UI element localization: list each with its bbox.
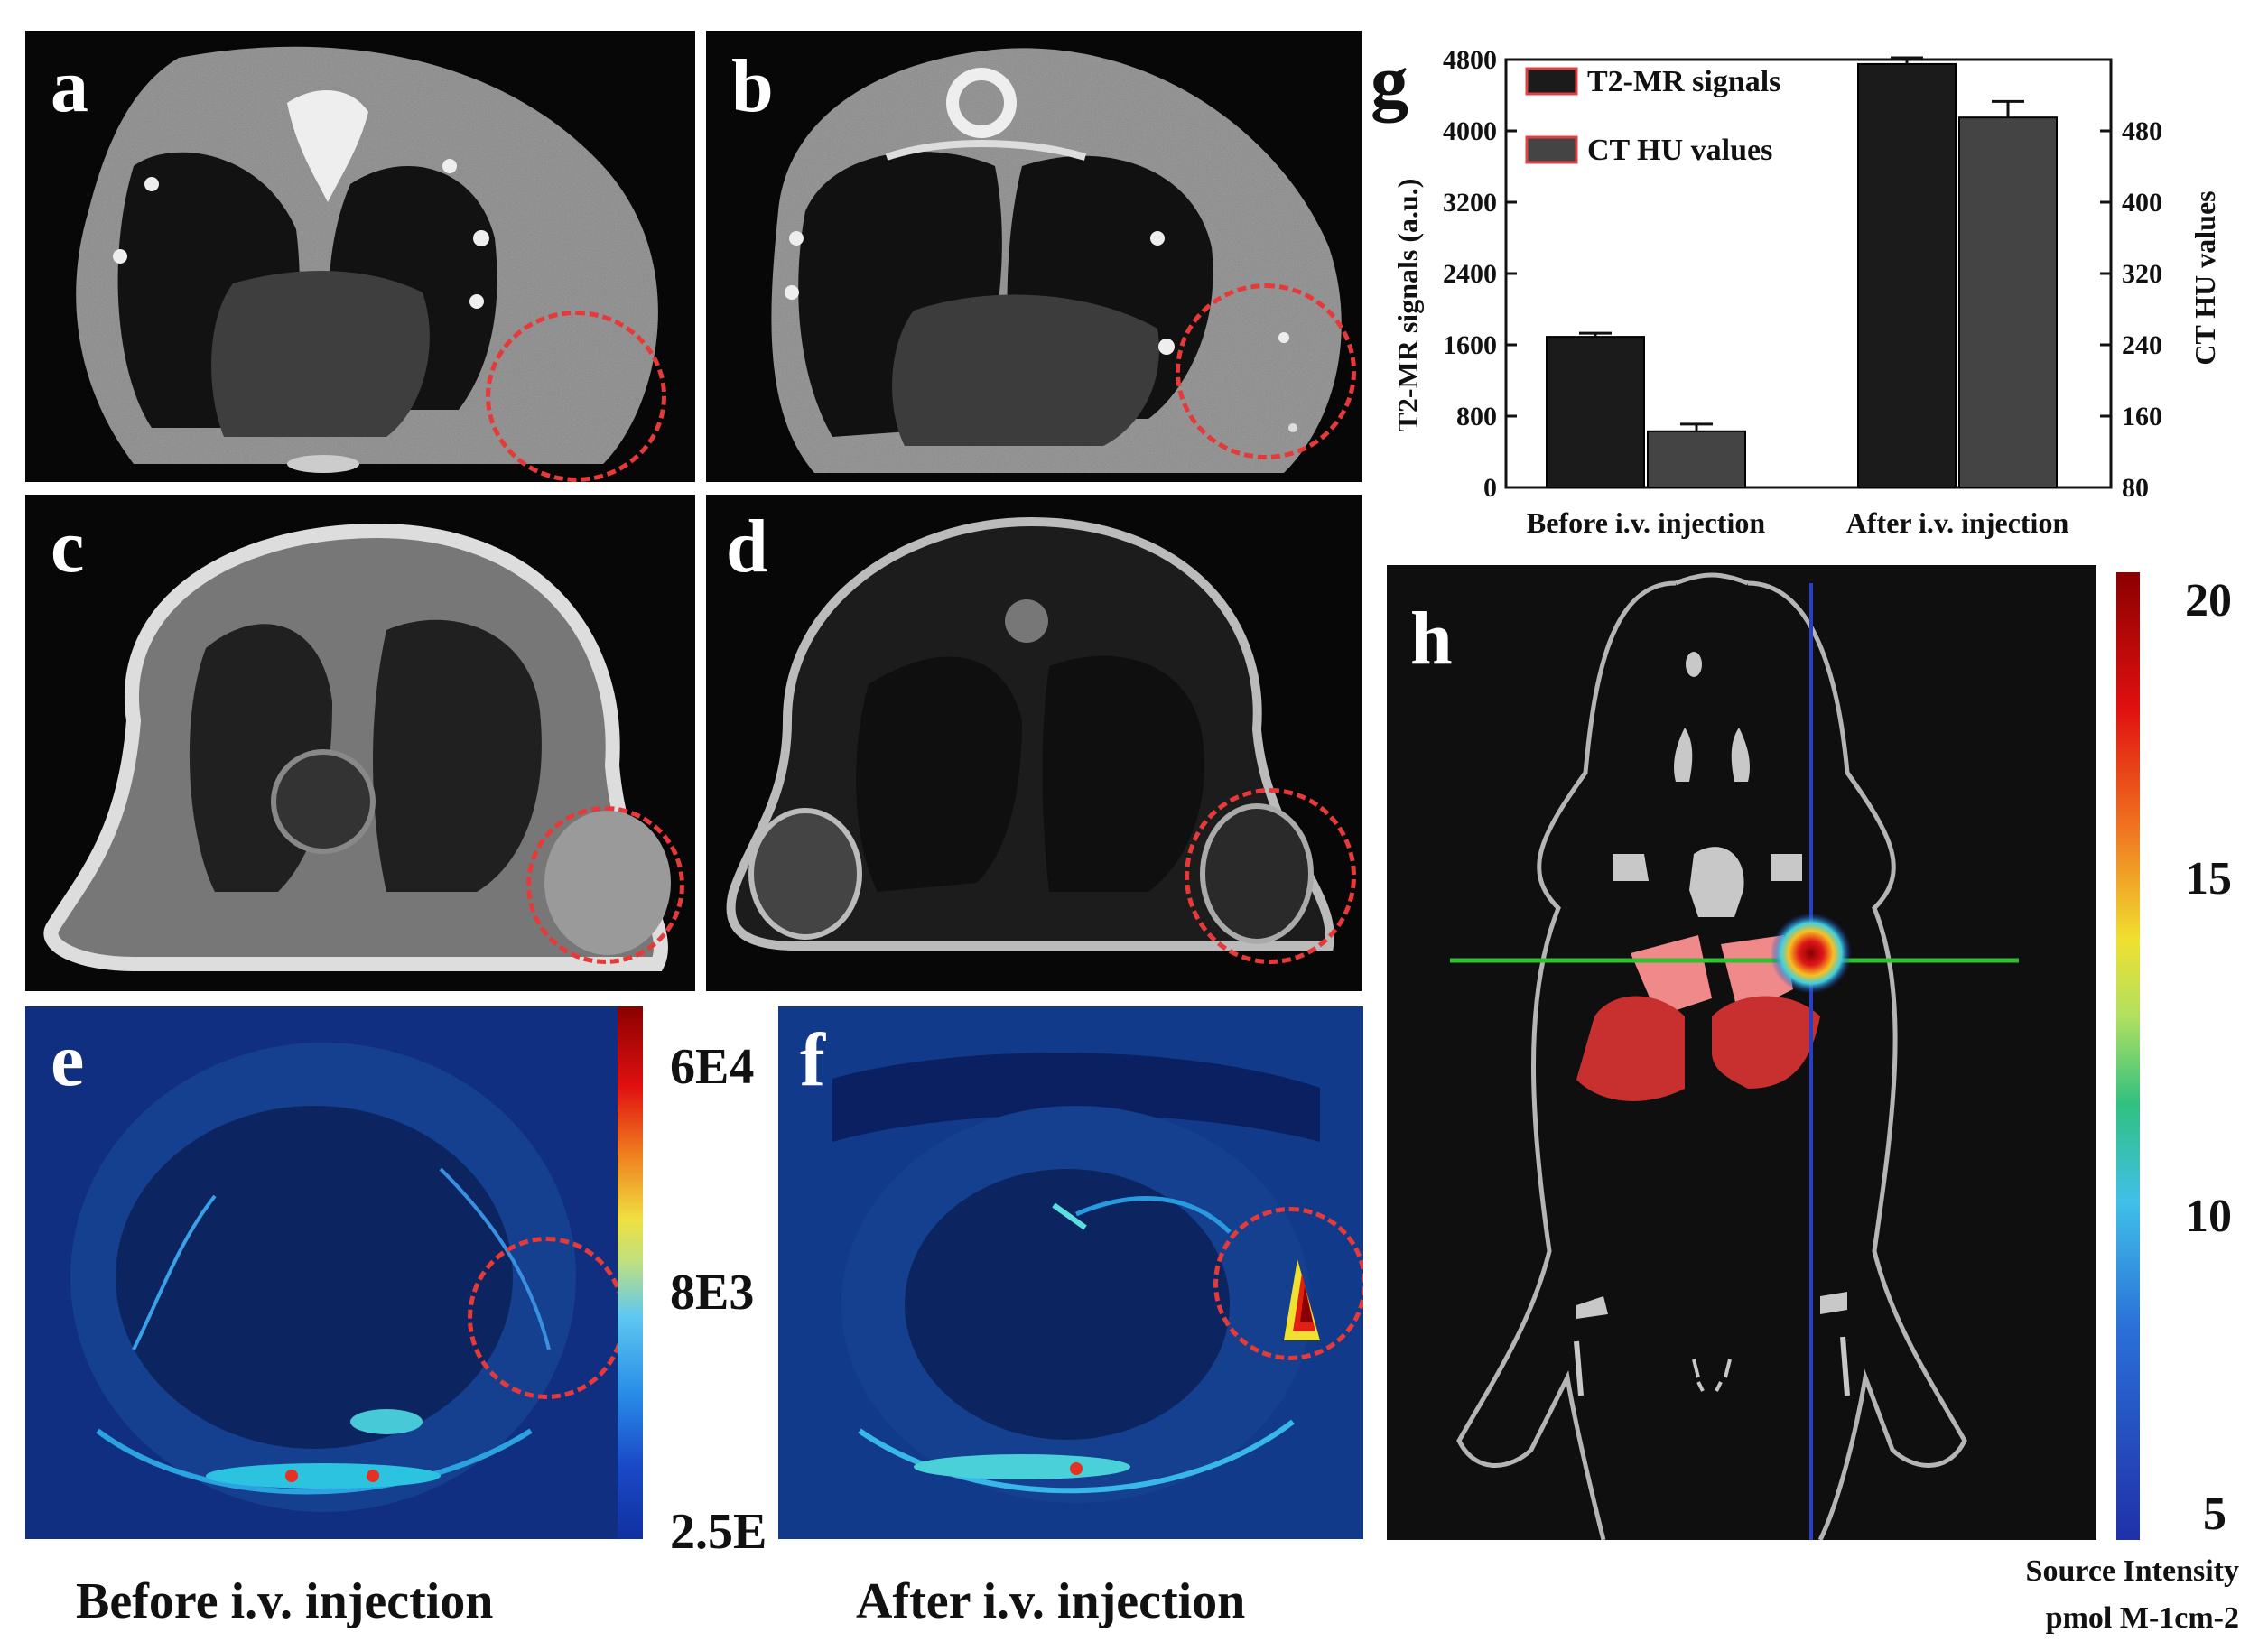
- panel-b-ct-after: b: [706, 31, 1362, 482]
- tumor-circle-a: [486, 311, 666, 482]
- legend-label: T2-MR signals: [1587, 65, 1780, 98]
- legend-label: CT HU values: [1587, 134, 1772, 167]
- legend-swatch: [1525, 67, 1578, 96]
- colorbar-e: [618, 1006, 643, 1539]
- source-intensity-label: Source Intensity: [2025, 1554, 2239, 1588]
- y-tick-label: 4000: [1443, 116, 1497, 146]
- colorbar-e-mid: 8E3: [670, 1265, 755, 1321]
- bar-t2-1: [1857, 62, 1957, 488]
- y-tick-label: 4800: [1443, 45, 1497, 75]
- panel-a-label: a: [51, 44, 88, 128]
- bar-ct-1: [1958, 116, 2058, 488]
- y2-tick-label: 320: [2122, 259, 2162, 289]
- colorbar-h-tick-20: 20: [2185, 575, 2232, 626]
- panel-g-label: g: [1371, 40, 1408, 124]
- x-tick-label: After i.v. injection: [1846, 506, 2069, 539]
- panel-e-pa-before: e: [25, 1006, 618, 1539]
- bar-chart: g 0 800 1600 2400 3200 4000 4800 80 160 240 320 400…: [1371, 40, 2221, 539]
- y-tick-label: 3200: [1443, 188, 1497, 218]
- legend-swatch: [1525, 135, 1578, 164]
- y2-tick-label: 480: [2122, 116, 2162, 146]
- tumor-circle-d: [1185, 788, 1356, 964]
- colorbar-h-title: Source Intensity: [1968, 1554, 2239, 1589]
- panel-g-chart: g 0 800 1600 2400 3200 4000 4800 80 160 240 320 400…: [1362, 25, 2264, 558]
- colorbar-h-tick-5: 5: [2203, 1489, 2226, 1540]
- y-tick-label: 2400: [1443, 259, 1497, 289]
- panel-c-mr-before: c: [25, 495, 695, 991]
- panel-d-mr-after: d: [706, 495, 1362, 991]
- tumor-circle-c: [526, 806, 684, 964]
- bar-ct-0: [1647, 430, 1746, 489]
- bar-t2-0: [1546, 336, 1645, 488]
- y2-tick-label: 400: [2122, 188, 2162, 218]
- panel-e-label: e: [51, 1018, 85, 1102]
- panel-a-ct-before: a: [25, 31, 695, 482]
- panel-c-label: c: [51, 505, 85, 589]
- y-tick-label: 0: [1483, 473, 1497, 503]
- y2-tick-label: 240: [2122, 330, 2162, 360]
- y2-axis-label: CT HU values: [2189, 190, 2221, 365]
- colorbar-h-units: pmol M-1cm-2: [1968, 1601, 2239, 1636]
- panel-f-pa-after: f: [778, 1006, 1363, 1539]
- panel-h-image: [1450, 572, 2019, 1540]
- colorbar-h: [2116, 572, 2140, 1540]
- y2-tick-label: 80: [2122, 473, 2149, 503]
- colorbar-h-tick-10: 10: [2185, 1191, 2232, 1242]
- panel-h-label: h: [1410, 597, 1453, 681]
- tumor-circle-f: [1213, 1207, 1363, 1360]
- y-tick-label: 1600: [1443, 330, 1497, 360]
- y-tick-label: 800: [1456, 402, 1497, 431]
- panel-d-label: d: [726, 505, 768, 589]
- panel-h-fmt: h: [1387, 565, 2096, 1540]
- caption-after: After i.v. injection: [856, 1573, 1246, 1629]
- y-axis-label: T2-MR signals (a.u.): [1391, 179, 1424, 432]
- panel-f-label: f: [800, 1018, 825, 1102]
- units-label: pmol M-1cm-2: [2045, 1601, 2239, 1635]
- x-tick-label: Before i.v. injection: [1527, 506, 1765, 539]
- tumor-circle-b: [1176, 283, 1356, 459]
- panel-d-image: [726, 516, 1334, 951]
- colorbar-h-tick-15: 15: [2185, 853, 2232, 904]
- tumor-circle-e: [468, 1237, 618, 1399]
- panel-b-label: b: [731, 44, 774, 128]
- colorbar-e-top: 6E4: [670, 1039, 755, 1095]
- panel-b-image: [771, 48, 1342, 473]
- caption-before: Before i.v. injection: [76, 1573, 494, 1629]
- y2-tick-label: 160: [2122, 402, 2162, 431]
- colorbar-e-bottom: 2.5E: [670, 1504, 767, 1560]
